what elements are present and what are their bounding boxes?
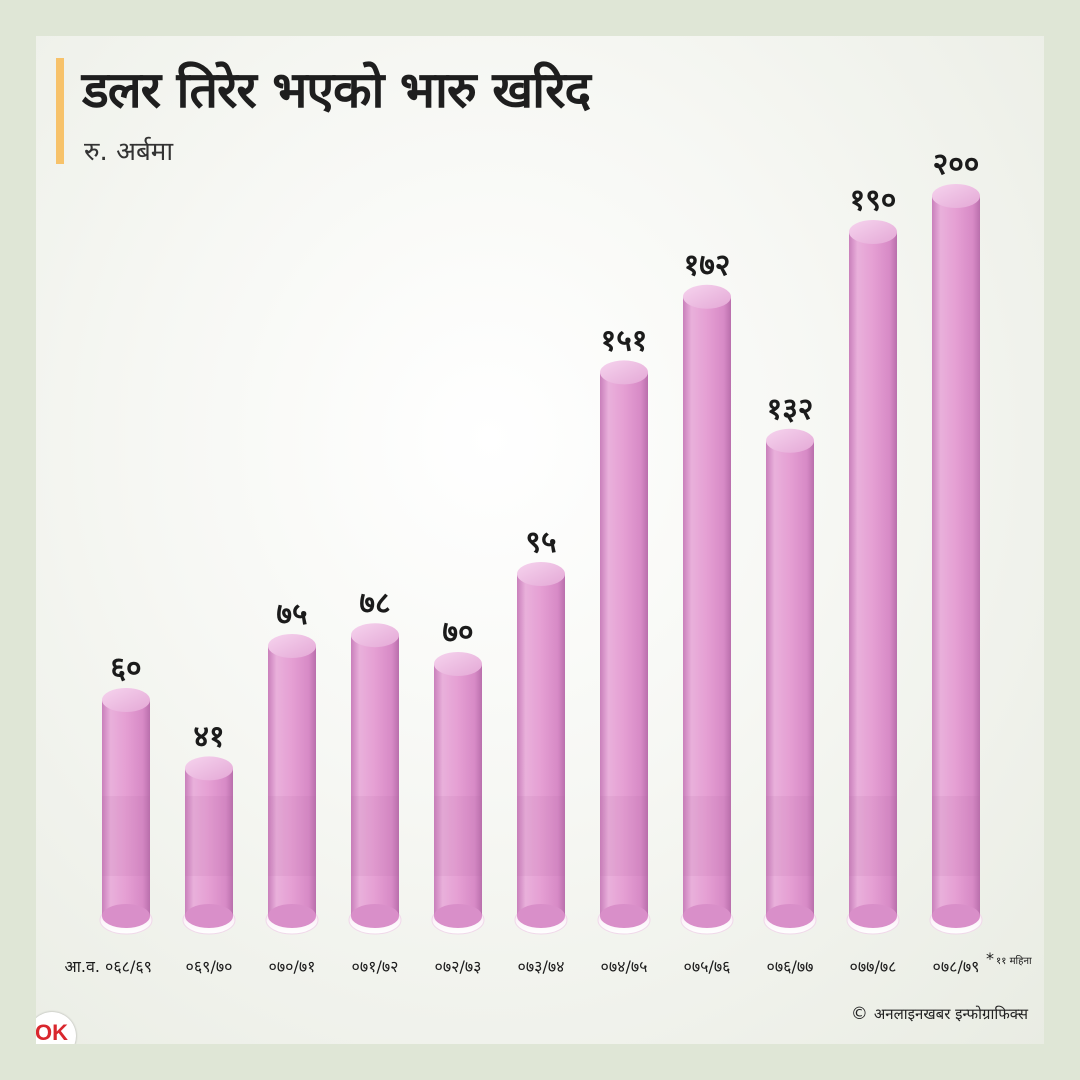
bar-texture (517, 796, 565, 876)
bar-cap (185, 756, 233, 781)
copyright-icon: © (850, 1004, 868, 1024)
bar (600, 372, 648, 916)
bar-bottom (600, 904, 648, 928)
value-label: ७५ (276, 597, 307, 632)
bar-cap (849, 220, 897, 244)
labels-layer: ६० आ.व. ०६८/६९ ४१ ०६९/७० ७५ ०७०/७१ ७८ ०७१/७२ ७० ०… (65, 147, 1033, 976)
category-label: ०७१/७२ (352, 957, 399, 976)
title-accent-bar (56, 58, 64, 164)
value-label: ४१ (193, 719, 224, 754)
value-label: १५१ (601, 323, 648, 358)
category-label: ०७६/७७ (767, 957, 814, 976)
bar-bottom (268, 904, 316, 928)
credit-line: © अनलाइनखबर इन्फोग्राफिक्स (851, 1004, 1028, 1024)
bar-bottom (102, 904, 150, 928)
bar-bottom (849, 904, 897, 928)
bar-cap (683, 284, 731, 309)
credit-text: अनलाइनखबर इन्फोग्राफिक्स (873, 1005, 1028, 1023)
bar (185, 768, 233, 916)
category-label: ०७३/७४ (518, 957, 565, 976)
category-label: ०७७/७८ (850, 957, 897, 976)
logo-mark: OK (36, 1020, 68, 1044)
bar-texture (683, 796, 731, 876)
footnote-mark: * (986, 949, 994, 968)
footnote-text: ११ महिना (996, 955, 1032, 967)
bar-cap (932, 184, 980, 208)
bar (683, 296, 731, 916)
bar-texture (766, 796, 814, 876)
bar (434, 664, 482, 916)
bar-texture (600, 796, 648, 876)
bar-cap (434, 652, 482, 676)
value-label: १९० (850, 183, 897, 218)
value-label: ७० (442, 615, 473, 650)
bar-texture (434, 796, 482, 876)
bar-bottom (351, 904, 399, 928)
bar-texture (849, 796, 897, 876)
bar (517, 574, 565, 916)
category-label: ०७२/७३ (435, 957, 482, 976)
bar-bottom (185, 904, 233, 928)
bar (849, 232, 897, 916)
infographic-frame: डलर तिरेर भएको भारु खरिद रु. अर्बमा ६० आ.… (36, 36, 1044, 1044)
value-label: ६० (110, 651, 141, 686)
bar (766, 440, 814, 916)
bar-cap (600, 360, 648, 385)
bar-chart: ६० आ.व. ०६८/६९ ४१ ०६९/७० ७५ ०७०/७१ ७८ ०७१/७२ ७० ०… (65, 147, 1033, 976)
bar-cap (351, 623, 399, 648)
chart-subtitle: रु. अर्बमा (84, 137, 174, 167)
bar-texture (185, 796, 233, 876)
bar (351, 635, 399, 916)
category-label: आ.व. ०६८/६९ (65, 957, 153, 976)
bar (268, 646, 316, 916)
chart-title: डलर तिरेर भएको भारु खरिद (82, 61, 591, 119)
bar-bottom (932, 904, 980, 928)
category-label: ०७०/७१ (269, 957, 316, 976)
category-label: ०७५/७६ (684, 957, 731, 976)
bar (102, 700, 150, 916)
bar-bottom (683, 904, 731, 928)
bar (932, 196, 980, 916)
value-label: १३२ (767, 392, 814, 427)
category-label: ०७८/७९ (933, 957, 980, 976)
value-label: १७२ (684, 248, 731, 283)
bars-layer (99, 184, 983, 935)
value-label: ९५ (525, 525, 556, 560)
bar-texture (932, 796, 980, 876)
value-label: २०० (933, 147, 980, 182)
bar-texture (351, 796, 399, 876)
bar-bottom (434, 904, 482, 928)
bar-texture (268, 796, 316, 876)
bar-cap (766, 428, 814, 453)
value-label: ७८ (359, 586, 390, 621)
bar-texture (102, 796, 150, 876)
category-label: ०७४/७५ (601, 957, 648, 976)
bar-cap (517, 562, 565, 586)
bar-bottom (517, 904, 565, 928)
bar-bottom (766, 904, 814, 928)
bar-cap (102, 688, 150, 712)
category-label: ०६९/७० (186, 957, 233, 976)
bar-cap (268, 634, 316, 658)
